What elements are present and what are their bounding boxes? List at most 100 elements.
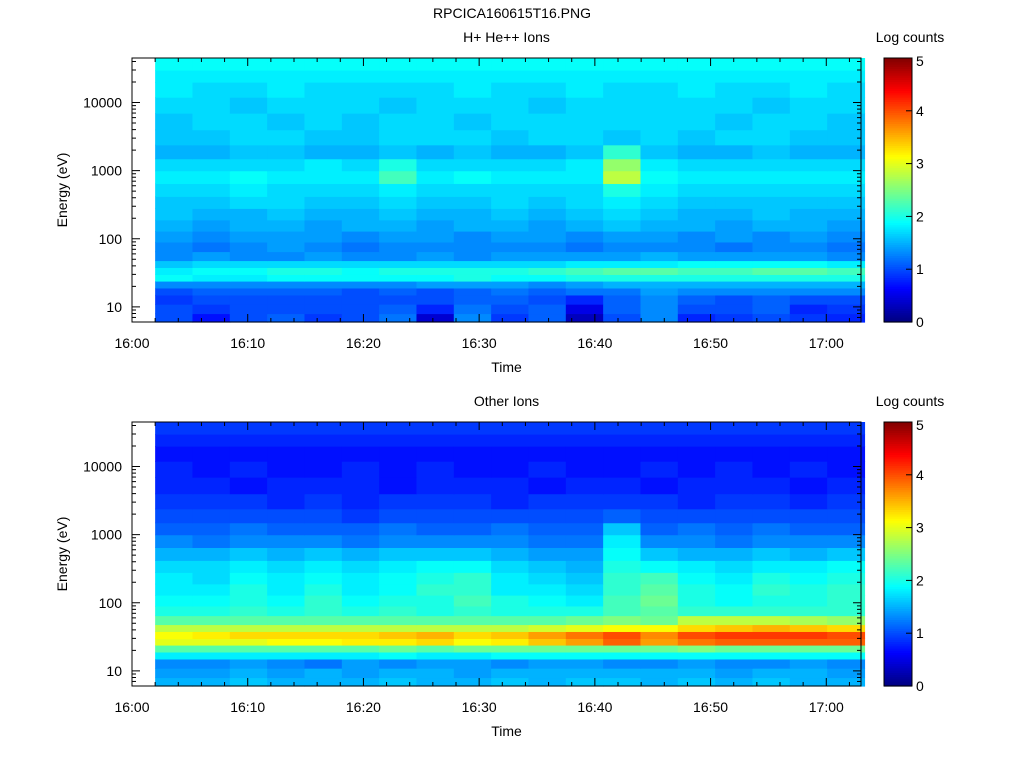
heatmap-cell bbox=[565, 113, 604, 131]
colorbar-step bbox=[884, 565, 912, 568]
heatmap-cell bbox=[379, 583, 418, 596]
heatmap-cell bbox=[827, 280, 866, 289]
heatmap-cell bbox=[603, 493, 642, 510]
heatmap-cell bbox=[304, 461, 343, 478]
y-tick-label: 100 bbox=[99, 595, 123, 611]
colorbar-step bbox=[884, 600, 912, 603]
heatmap-cell bbox=[789, 183, 828, 197]
heatmap-cell bbox=[229, 81, 268, 98]
heatmap-cell bbox=[528, 477, 567, 495]
heatmap-cell bbox=[603, 477, 642, 495]
x-tick-label: 16:00 bbox=[114, 335, 149, 351]
heatmap-cell bbox=[416, 638, 455, 646]
heatmap-cell bbox=[827, 461, 866, 478]
heatmap-cell bbox=[341, 445, 380, 462]
heatmap-cell bbox=[528, 583, 567, 596]
colorbar-step bbox=[884, 181, 912, 184]
colorbar-step bbox=[884, 286, 912, 290]
heatmap-cell bbox=[379, 274, 418, 282]
heatmap-cell bbox=[379, 534, 418, 548]
heatmap-cell bbox=[715, 445, 754, 462]
colorbar-step bbox=[884, 168, 912, 171]
heatmap-cell bbox=[229, 287, 268, 296]
heatmap-cell bbox=[229, 70, 268, 83]
heatmap-cell bbox=[789, 58, 828, 71]
heatmap-cell bbox=[603, 158, 642, 172]
colorbar-step bbox=[884, 289, 912, 292]
heatmap-cell bbox=[416, 461, 455, 478]
heatmap-cell bbox=[528, 651, 567, 660]
heatmap-cell bbox=[752, 183, 791, 197]
heatmap-cell bbox=[789, 280, 828, 289]
colorbar-step bbox=[884, 644, 912, 647]
heatmap-cell bbox=[229, 304, 268, 315]
heatmap-cell bbox=[640, 631, 679, 639]
heatmap-cell bbox=[155, 81, 194, 98]
colorbar-step bbox=[884, 110, 912, 114]
colorbar-step bbox=[884, 518, 912, 522]
heatmap-cell bbox=[155, 251, 194, 262]
heatmap-cell bbox=[379, 280, 418, 289]
heatmap-cell bbox=[491, 461, 530, 478]
heatmap-cell bbox=[491, 58, 530, 71]
colorbar-step bbox=[884, 194, 912, 198]
colorbar-step bbox=[884, 137, 912, 140]
heatmap-cell bbox=[827, 422, 866, 435]
colorbar-step bbox=[884, 269, 912, 272]
heatmap-cell bbox=[267, 615, 306, 626]
colorbar-step bbox=[884, 661, 912, 665]
heatmap-cell bbox=[192, 677, 231, 687]
heatmap-cell bbox=[528, 267, 567, 275]
heatmap-cell bbox=[416, 522, 455, 536]
x-axis-label: Time bbox=[491, 723, 522, 739]
heatmap-cell bbox=[603, 144, 642, 160]
heatmap-cell bbox=[528, 658, 567, 669]
heatmap-cell bbox=[603, 196, 642, 209]
colorbar-step bbox=[884, 315, 912, 319]
heatmap-cell bbox=[603, 129, 642, 146]
heatmap-cell bbox=[229, 208, 268, 221]
heatmap-cell bbox=[677, 651, 716, 660]
heatmap-cell bbox=[304, 583, 343, 596]
colorbar-step bbox=[884, 534, 912, 537]
heatmap-cell bbox=[565, 251, 604, 262]
heatmap-cell bbox=[379, 304, 418, 315]
heatmap-cell bbox=[192, 70, 231, 83]
heatmap-cell bbox=[528, 280, 567, 289]
heatmap-cell bbox=[267, 274, 306, 282]
heatmap-cell bbox=[155, 58, 194, 71]
heatmap-cell bbox=[453, 583, 492, 596]
colorbar-step bbox=[884, 240, 912, 244]
x-tick-label: 16:40 bbox=[577, 335, 612, 351]
heatmap-cell bbox=[155, 422, 194, 435]
heatmap-cell bbox=[827, 651, 866, 660]
heatmap-cell bbox=[715, 605, 754, 617]
heatmap-cell bbox=[416, 113, 455, 131]
heatmap-cell bbox=[715, 534, 754, 548]
heatmap-cell bbox=[229, 241, 268, 253]
heatmap-cell bbox=[752, 595, 791, 607]
heatmap-cell bbox=[752, 113, 791, 131]
heatmap-cell bbox=[341, 58, 380, 71]
heatmap-cell bbox=[229, 677, 268, 687]
heatmap-cell bbox=[379, 522, 418, 536]
heatmap-cell bbox=[416, 477, 455, 495]
heatmap-cell bbox=[528, 615, 567, 626]
colorbar-step bbox=[884, 653, 912, 656]
heatmap-cell bbox=[416, 677, 455, 687]
colorbar-step bbox=[884, 214, 912, 217]
heatmap-cell bbox=[304, 274, 343, 282]
heatmap-cell bbox=[528, 313, 567, 323]
heatmap-cell bbox=[827, 313, 866, 323]
heatmap-cell bbox=[603, 624, 642, 632]
heatmap-cell bbox=[789, 668, 828, 679]
heatmap-cell bbox=[267, 560, 306, 573]
heatmap-cell bbox=[677, 508, 716, 524]
heatmap-cell bbox=[789, 493, 828, 510]
colorbar-step bbox=[884, 273, 912, 277]
heatmap-cell bbox=[789, 294, 828, 305]
heatmap-cell bbox=[715, 287, 754, 296]
heatmap-cell bbox=[491, 547, 530, 561]
x-tick-label: 17:00 bbox=[809, 335, 844, 351]
colorbar-step bbox=[884, 113, 912, 116]
